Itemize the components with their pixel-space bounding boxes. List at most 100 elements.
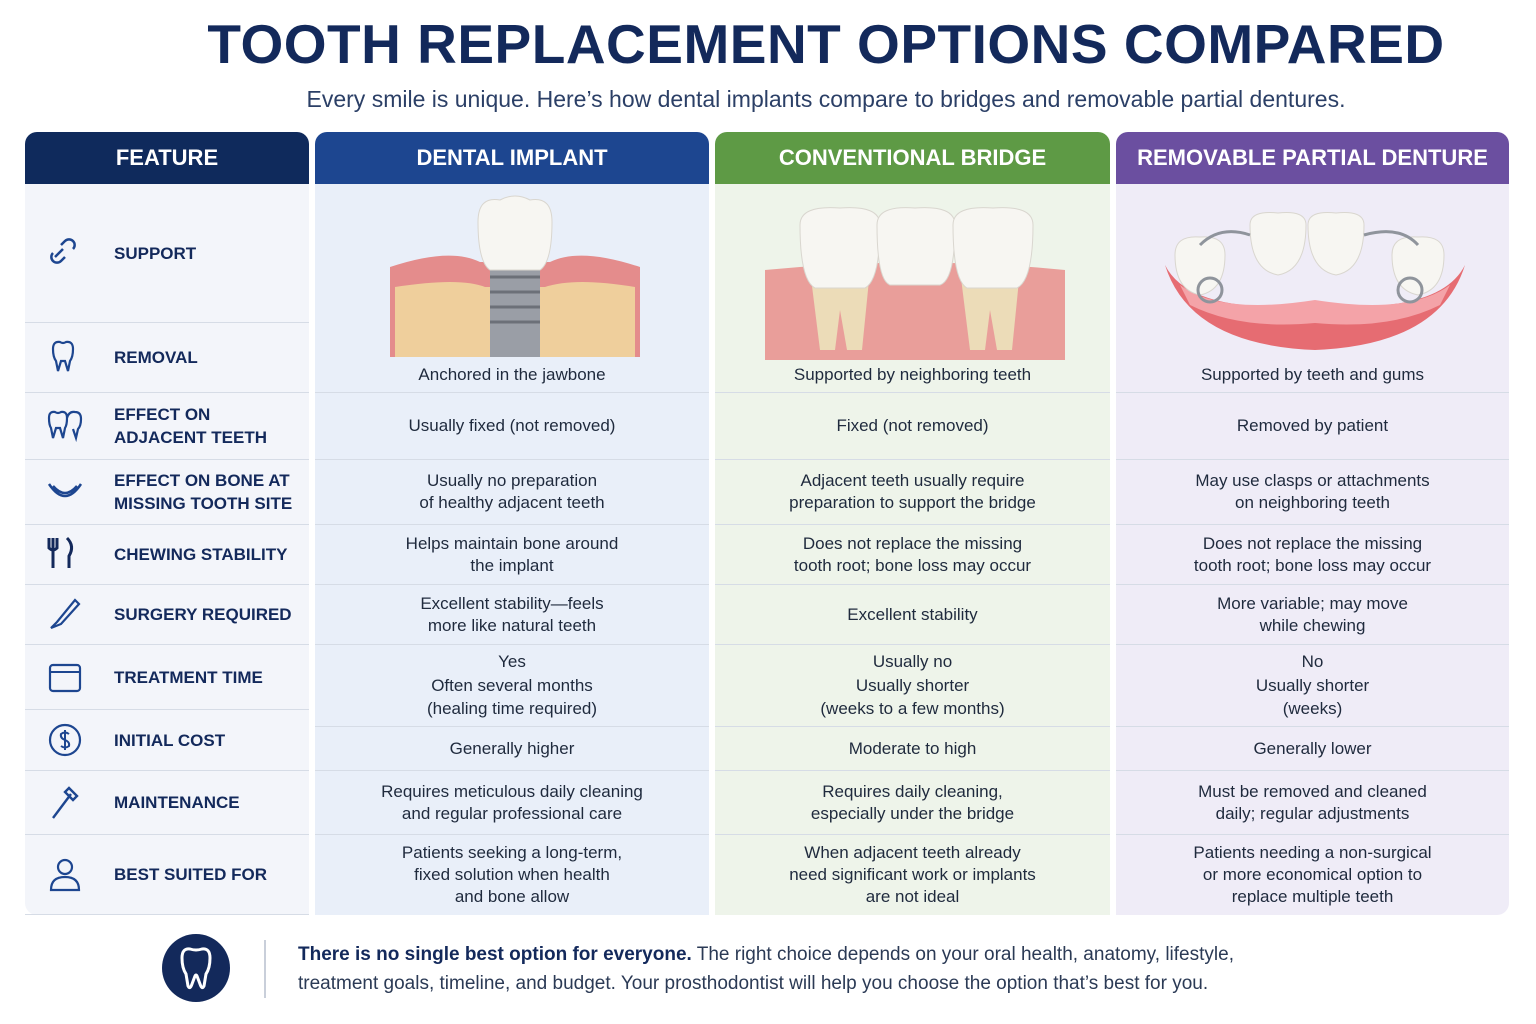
cell-line: Yes (498, 652, 526, 672)
table-cell: Patients seeking a long-term, fixed solut… (315, 835, 709, 915)
cell-line: are not ideal (865, 887, 960, 906)
column-header: DENTAL IMPLANT (315, 132, 709, 184)
cell-line: Excellent stability—feels (420, 593, 604, 613)
cell-line: Patients seeking a long-term, (401, 843, 623, 862)
cell-line: (healing time required) (426, 699, 598, 719)
table-cell: Must be removed and cleaned daily; regula… (1116, 771, 1509, 835)
feature-row: EFFECT ON BONE AT MISSING TOOTH SITE (25, 460, 309, 525)
feature-row: CHEWING STABILITY (25, 525, 309, 585)
cell-line: Does not replace the missing (1202, 533, 1423, 553)
cell-line: Generally lower (1253, 738, 1372, 758)
cell-line: Usually shorter (1255, 675, 1370, 695)
cell-line: more like natural teeth (427, 615, 597, 635)
feature-column: SUPPORT REMOVAL EFFECT ON ADJACENT TEETH EFF… (25, 184, 309, 915)
feature-row: INITIAL COST (25, 710, 309, 771)
cell-line: Does not replace the missing (802, 533, 1023, 553)
feature-row: REMOVAL (25, 323, 309, 393)
cell-line: More variable; may move (1217, 593, 1408, 613)
cell-line: while chewing (1259, 615, 1366, 635)
footer-line: There is no single best option for every… (298, 940, 1234, 969)
option-column: Supported by neighboring teeth Fixed (not… (715, 184, 1110, 915)
footer-text: There is no single best option for every… (298, 940, 1234, 998)
cell-line: especially under the bridge (810, 803, 1015, 823)
footer-divider (264, 940, 266, 998)
table-cell: Does not replace the missing tooth root; … (715, 525, 1110, 585)
title: TOOTH REPLACEMENT OPTIONS COMPARED (207, 13, 1445, 75)
cell-line: Must be removed and cleaned (1198, 781, 1427, 801)
footer-line-text: The right choice depends on your oral he… (696, 944, 1234, 965)
feature-icon (47, 536, 74, 568)
cell-line: When adjacent teeth already (804, 843, 1021, 862)
table-cell: Moderate to high (715, 727, 1110, 771)
cell-line: Supported by neighboring teeth (793, 365, 1032, 384)
cell-line: of healthy adjacent teeth (419, 493, 605, 512)
feature-row: SUPPORT (25, 185, 309, 323)
cell-line: Anchored in the jawbone (418, 365, 606, 384)
cell-line: Supported by teeth and gums (1200, 365, 1425, 384)
cell-line: Usually fixed (not removed) (408, 416, 616, 435)
cell-line: No (1301, 652, 1324, 672)
bridge-illustration (765, 207, 1065, 360)
feature-row: EFFECT ON ADJACENT TEETH (25, 393, 309, 460)
cell-line: tooth root; bone loss may occur (793, 555, 1032, 575)
feature-label: EFFECT ON BONE AT (114, 471, 290, 490)
feature-icon (48, 723, 82, 756)
feature-label: MISSING TOOTH SITE (114, 494, 293, 513)
table-cell: Helps maintain bone around the implant (315, 525, 709, 585)
cell-line: Moderate to high (848, 738, 977, 758)
feature-row: TREATMENT TIME (25, 645, 309, 710)
footer-icon (162, 934, 230, 1002)
table-cell: Excellent stability—feels more like natur… (315, 585, 709, 645)
feature-row: BEST SUITED FOR (25, 835, 309, 915)
cell-line: Generally higher (449, 738, 575, 758)
feature-icon (47, 410, 83, 442)
cell-line: replace multiple teeth (1231, 887, 1394, 906)
feature-label: SURGERY REQUIRED (114, 605, 292, 624)
cell-line: and regular professional care (401, 803, 623, 823)
feature-icon (50, 238, 76, 264)
denture-illustration (1165, 212, 1465, 350)
cell-line: Requires meticulous daily cleaning (381, 781, 643, 801)
cell-line: (weeks to a few months) (820, 699, 1005, 719)
cell-line: Requires daily cleaning, (822, 781, 1003, 801)
table-cell: Generally lower (1116, 727, 1509, 771)
cell-line: Usually shorter (855, 675, 970, 695)
feature-label: ADJACENT TEETH (114, 428, 268, 447)
feature-icon (48, 663, 82, 692)
table-cell: Yes Often several months (healing time req… (315, 645, 709, 727)
feature-icon (49, 858, 81, 892)
table-cell: May use clasps or attachments on neighbor… (1116, 460, 1509, 525)
cell-line: the implant (470, 555, 554, 575)
cell-line: Fixed (not removed) (836, 416, 989, 435)
table-cell: Requires meticulous daily cleaning and re… (315, 771, 709, 835)
feature-row: MAINTENANCE (25, 771, 309, 835)
table-cell: Removed by patient (1116, 393, 1509, 460)
cell-line: or more economical option to (1202, 865, 1423, 884)
table-cell: Supported by neighboring teeth (715, 185, 1110, 393)
feature-label: MAINTENANCE (114, 793, 240, 812)
cell-line: and bone allow (454, 887, 570, 906)
feature-label: EFFECT ON (114, 405, 211, 424)
footer-line: treatment goals, timeline, and budget. Y… (298, 973, 1209, 994)
feature-row: SURGERY REQUIRED (25, 585, 309, 645)
cell-line: Removed by patient (1236, 416, 1389, 435)
option-column: Supported by teeth and gums Removed by pa… (1116, 184, 1509, 915)
cell-line: Helps maintain bone around (405, 533, 619, 553)
cell-line: Often several months (431, 675, 593, 695)
table-cell: When adjacent teeth already need signific… (715, 835, 1110, 915)
cell-line: tooth root; bone loss may occur (1193, 555, 1432, 575)
cell-line: preparation to support the bridge (789, 493, 1036, 512)
feature-icon (47, 482, 83, 497)
cell-line: Adjacent teeth usually require (800, 471, 1025, 490)
table-cell: No Usually shorter (weeks) (1116, 645, 1509, 727)
table-cell: Usually fixed (not removed) (315, 393, 709, 460)
table-cell: Patients needing a non-surgical or more e… (1116, 835, 1509, 915)
table-cell: More variable; may move while chewing (1116, 585, 1509, 645)
table-cell: Supported by teeth and gums (1116, 185, 1509, 393)
feature-label: BEST SUITED FOR (114, 865, 268, 884)
implant-illustration (390, 195, 640, 357)
feature-label: REMOVAL (114, 348, 198, 367)
feature-label: INITIAL COST (114, 730, 226, 750)
table-cell: Does not replace the missing tooth root; … (1116, 525, 1509, 585)
